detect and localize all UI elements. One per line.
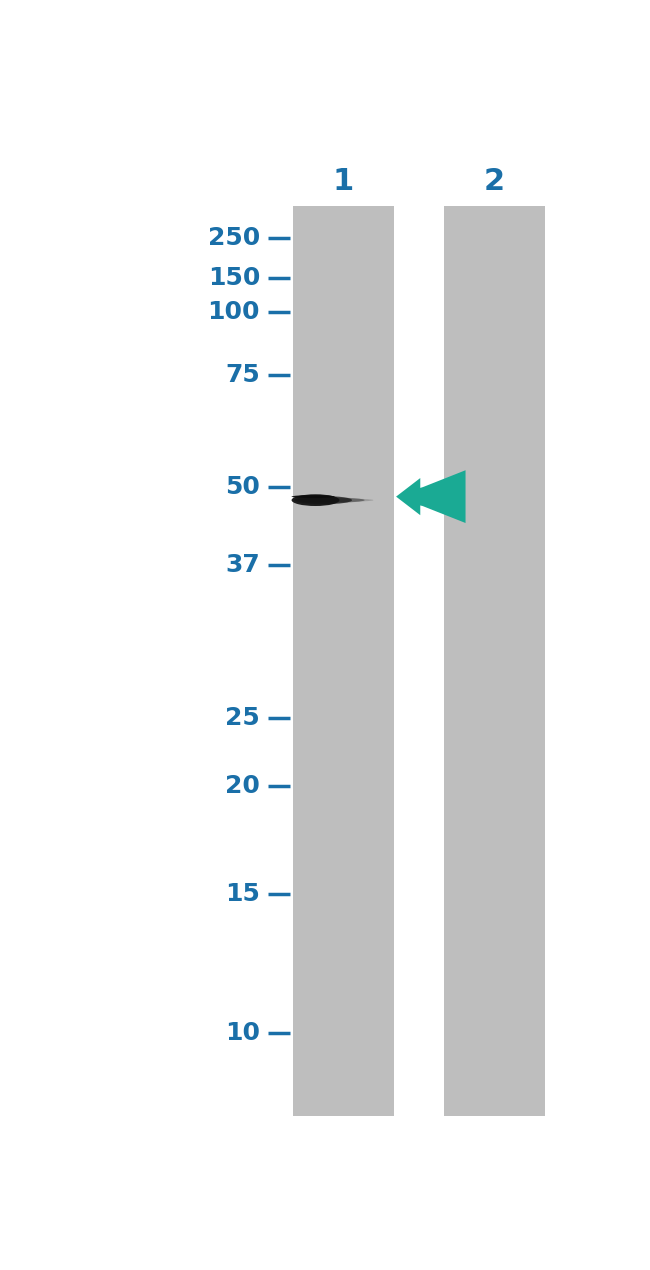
Text: 15: 15 <box>225 881 260 906</box>
Text: 10: 10 <box>225 1021 260 1044</box>
Text: 150: 150 <box>208 265 260 290</box>
Ellipse shape <box>298 498 373 502</box>
Ellipse shape <box>292 494 339 505</box>
FancyArrow shape <box>396 478 432 516</box>
Text: 25: 25 <box>226 706 260 730</box>
Ellipse shape <box>292 495 334 498</box>
Text: 75: 75 <box>226 363 260 387</box>
Text: 2: 2 <box>484 168 505 197</box>
Bar <box>444 206 545 1115</box>
Ellipse shape <box>294 497 352 504</box>
Ellipse shape <box>296 498 365 503</box>
Text: 20: 20 <box>225 775 260 798</box>
Text: 1: 1 <box>333 168 354 197</box>
Text: 37: 37 <box>226 552 260 577</box>
Text: 100: 100 <box>207 300 260 324</box>
Text: 50: 50 <box>225 475 260 499</box>
Text: 250: 250 <box>208 226 260 250</box>
Bar <box>292 206 393 1115</box>
